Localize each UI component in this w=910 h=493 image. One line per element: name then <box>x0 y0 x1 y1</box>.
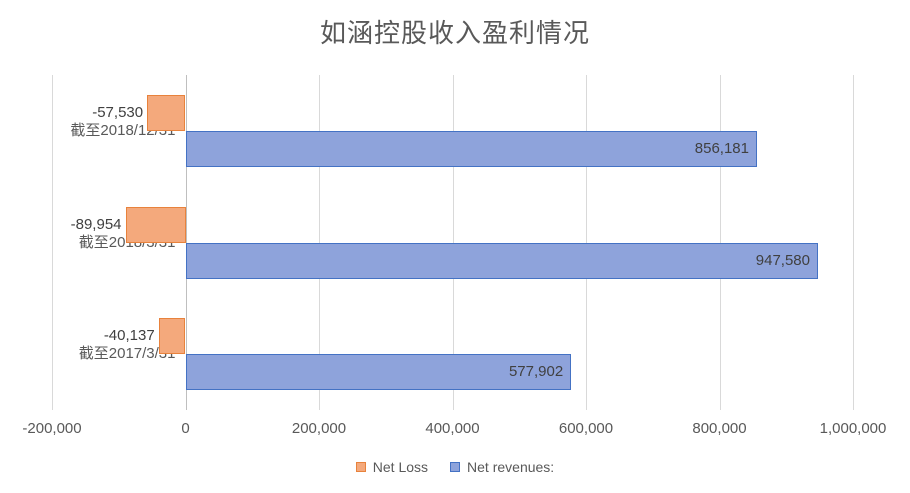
bar-net-revenues <box>185 354 572 391</box>
legend-item-net-revenues: Net revenues: <box>450 459 554 475</box>
grid-line <box>52 75 53 410</box>
bar-net-loss <box>125 206 186 243</box>
x-axis-tick-label: 0 <box>181 420 190 437</box>
x-axis-tick-label: 600,000 <box>558 420 614 437</box>
bar-net-revenues <box>185 130 757 167</box>
data-label-net-loss: -89,954 <box>70 215 122 233</box>
x-axis-tick-label: 1,000,000 <box>819 420 887 437</box>
legend-item-net-loss: Net Loss <box>355 459 429 475</box>
bar-net-loss <box>147 94 186 131</box>
grid-line <box>853 75 854 410</box>
data-label-net-revenues: 577,902 <box>508 363 564 381</box>
legend-label-net-loss: Net Loss <box>372 459 429 475</box>
data-label-net-loss: -57,530 <box>92 103 144 121</box>
x-axis-tick-label: -200,000 <box>22 420 82 437</box>
bar-net-loss <box>158 318 186 355</box>
bar-net-revenues <box>185 242 818 279</box>
data-label-net-revenues: 947,580 <box>755 251 810 269</box>
x-axis-tick-label: 200,000 <box>291 420 347 437</box>
legend-swatch-net-loss <box>355 462 366 472</box>
chart-legend: Net Loss Net revenues: <box>0 459 910 475</box>
legend-swatch-net-revenues <box>450 462 461 472</box>
x-axis-tick-label: 400,000 <box>425 420 480 437</box>
x-axis-tick-label: 800,000 <box>692 420 747 437</box>
data-label-net-loss: -40,137 <box>103 327 155 345</box>
legend-label-net-revenues: Net revenues: <box>467 459 555 475</box>
chart-title: 如涵控股收入盈利情况 <box>319 18 590 48</box>
data-label-net-revenues: 856,181 <box>694 139 749 157</box>
y-axis-category-label: 截至2017/3/31 <box>78 345 176 363</box>
